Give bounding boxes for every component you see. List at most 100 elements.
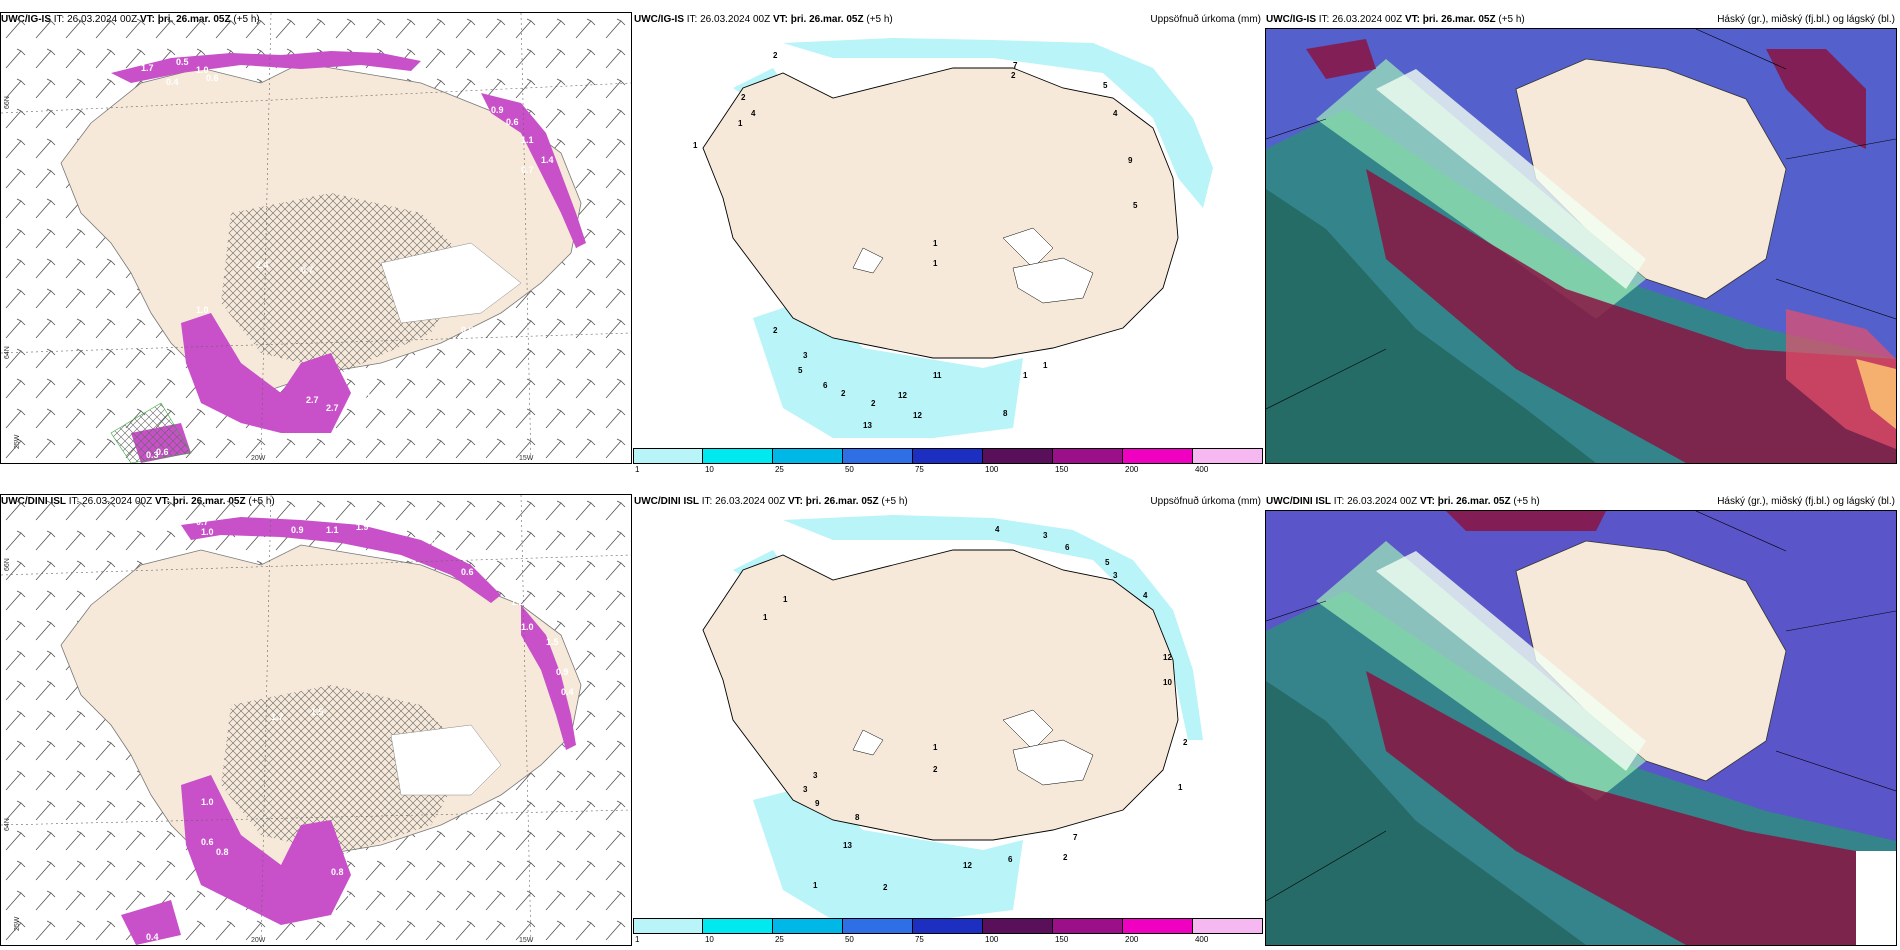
colorbar-tick-label: 150 — [1054, 465, 1069, 474]
colorbar-segment — [912, 918, 983, 934]
model-name: UWC/DINI ISL — [1266, 496, 1331, 507]
colorbar-tick-label: 10 — [704, 935, 714, 944]
value-label: 1.0 — [201, 797, 214, 807]
snow-band-east — [521, 605, 576, 750]
value-label: 5 — [1103, 81, 1108, 90]
it-label: IT: — [1318, 14, 1330, 25]
colorbar-tick-label: 150 — [1054, 935, 1069, 944]
vt-label: VT: — [787, 496, 803, 507]
precip-colorbar: 1 10 25 50 75 100 150 200 400 — [633, 918, 1263, 944]
value-label: 12 — [1163, 653, 1172, 662]
value-label: 12 — [898, 391, 907, 400]
colorbar-tick-label: 50 — [844, 465, 854, 474]
cloud-map-svg — [1266, 29, 1896, 463]
snow-band-south — [181, 313, 351, 433]
value-label: 3 — [813, 771, 818, 780]
value-label: 4 — [751, 109, 756, 118]
value-label: 1 — [763, 613, 768, 622]
value-label: 1 — [933, 239, 938, 248]
colorbar-segment — [633, 918, 703, 934]
cloud-map — [1265, 510, 1897, 946]
it-value: 26.03.2024 00Z — [700, 14, 771, 25]
value-label: 0.4 — [166, 77, 179, 87]
value-label: 0.6 — [206, 73, 219, 83]
row1-precip-panel: UWC/IG-IS IT: 26.03.2024 00Z VT: þri. 26… — [633, 12, 1263, 474]
value-label: 3 — [1113, 571, 1118, 580]
value-label: 1.0 — [201, 527, 214, 537]
wind-map: 66N 64N 25W 20W 15W 0.7 1.0 0.9 1.1 1.9 1.8 1.… — [0, 494, 632, 946]
model-name: UWC/IG-IS — [634, 14, 684, 25]
value-label: 1.0 — [521, 622, 534, 632]
vt-label: VT: — [1404, 14, 1420, 25]
colorbar-tick-label: 25 — [774, 935, 784, 944]
value-label: 4 — [1113, 109, 1118, 118]
snow-band-north — [111, 51, 421, 83]
vt-label: VT: — [772, 14, 788, 25]
value-label: 1 — [933, 743, 938, 752]
value-label: 0.9 — [556, 667, 569, 677]
value-label: 2.7 — [326, 403, 339, 413]
value-label: 6 — [1008, 855, 1013, 864]
value-label: 1.0 — [451, 545, 464, 555]
value-label: 2 — [933, 765, 938, 774]
precip-title: Uppsöfnuð úrkoma (mm) — [1150, 496, 1261, 507]
lat-label-66n: 66N — [4, 558, 11, 571]
value-label: 1.4 — [541, 155, 554, 165]
lon-label-20w: 20W — [251, 937, 266, 944]
value-label: 1.0 — [196, 305, 209, 315]
value-label: 6 — [1065, 543, 1070, 552]
colorbar-segment — [983, 448, 1053, 464]
it-value: 26.03.2024 00Z — [1347, 496, 1418, 507]
value-label: 2.4 — [256, 260, 269, 270]
colorbar-tick-label: 75 — [914, 465, 924, 474]
colorbar-segment — [912, 448, 983, 464]
colorbar-tick-label: 100 — [985, 465, 999, 474]
value-label: 13 — [843, 841, 852, 850]
snow-band-south — [181, 775, 351, 925]
snow-band-east — [481, 93, 586, 248]
it-label: IT: — [686, 14, 698, 25]
value-label: 10 — [1163, 678, 1172, 687]
lon-label-15w: 15W — [519, 937, 534, 944]
panel-header: UWC/DINI ISL IT: 26.03.2024 00Z VT: þri.… — [633, 494, 1263, 510]
value-label: 0.7 — [521, 165, 534, 175]
colorbar-tick-label: 100 — [985, 935, 999, 944]
value-label: 0.6 — [461, 325, 474, 335]
colorbar-segment — [1053, 448, 1123, 464]
value-label: 0.6 — [506, 117, 519, 127]
value-label: 2 — [841, 389, 846, 398]
value-label: 6 — [823, 381, 828, 390]
value-label: 2 — [883, 883, 888, 892]
value-label: 9 — [815, 799, 820, 808]
value-label: 8 — [1003, 409, 1008, 418]
wind-map-svg: 66N 64N 25W 20W 15W 0.71.0 0.9 1.1 1.9 1.8 1.… — [1, 495, 631, 945]
vt-value: þri. 26.mar. 05Z — [805, 496, 879, 507]
precip-map: 2 2 1 4 1 7 2 5 4 9 5 1 1 2 3 5 6 2 12 12 13 11 1 8 2 1 — [633, 28, 1263, 444]
cloud-map-svg — [1266, 511, 1896, 945]
value-label: 1.1 — [326, 525, 339, 535]
value-label: 12 — [963, 861, 972, 870]
value-label: 1.5 — [546, 637, 559, 647]
value-label: 0.5 — [176, 57, 189, 67]
it-label: IT: — [1333, 496, 1345, 507]
colorbar-segment — [702, 918, 773, 934]
colorbar-tick-label: 1 — [635, 465, 640, 474]
precip-map: 4 3 6 5 3 4 12 10 2 1 2 1 1 3 3 9 8 13 12 6 7 2 2 1 1 — [633, 510, 1263, 926]
row1-wind-panel: UWC/IG-IS IT: 26.03.2024 00Z VT: þri. 26… — [0, 12, 632, 464]
cloud-map — [1265, 28, 1897, 464]
snow-value-labels: 0.71.0 0.9 1.1 1.9 1.8 1.50.31.00.61.21.01.50… — [146, 517, 574, 942]
value-label: 2 — [1183, 738, 1188, 747]
value-label: 5 — [1105, 558, 1110, 567]
value-label: 9 — [1128, 156, 1133, 165]
value-label: 1 — [693, 141, 698, 150]
value-label: 1 — [1178, 783, 1183, 792]
row2-precip-panel: UWC/DINI ISL IT: 26.03.2024 00Z VT: þri.… — [633, 494, 1263, 946]
it-value: 26.03.2024 00Z — [1332, 14, 1403, 25]
value-label: 5 — [798, 366, 803, 375]
colorbar-tick-label: 1 — [635, 935, 640, 944]
row2-cloud-panel: UWC/DINI ISL IT: 26.03.2024 00Z VT: þri.… — [1265, 494, 1897, 946]
colorbar-segment — [772, 448, 843, 464]
colorbar-tick-label: 25 — [774, 465, 784, 474]
